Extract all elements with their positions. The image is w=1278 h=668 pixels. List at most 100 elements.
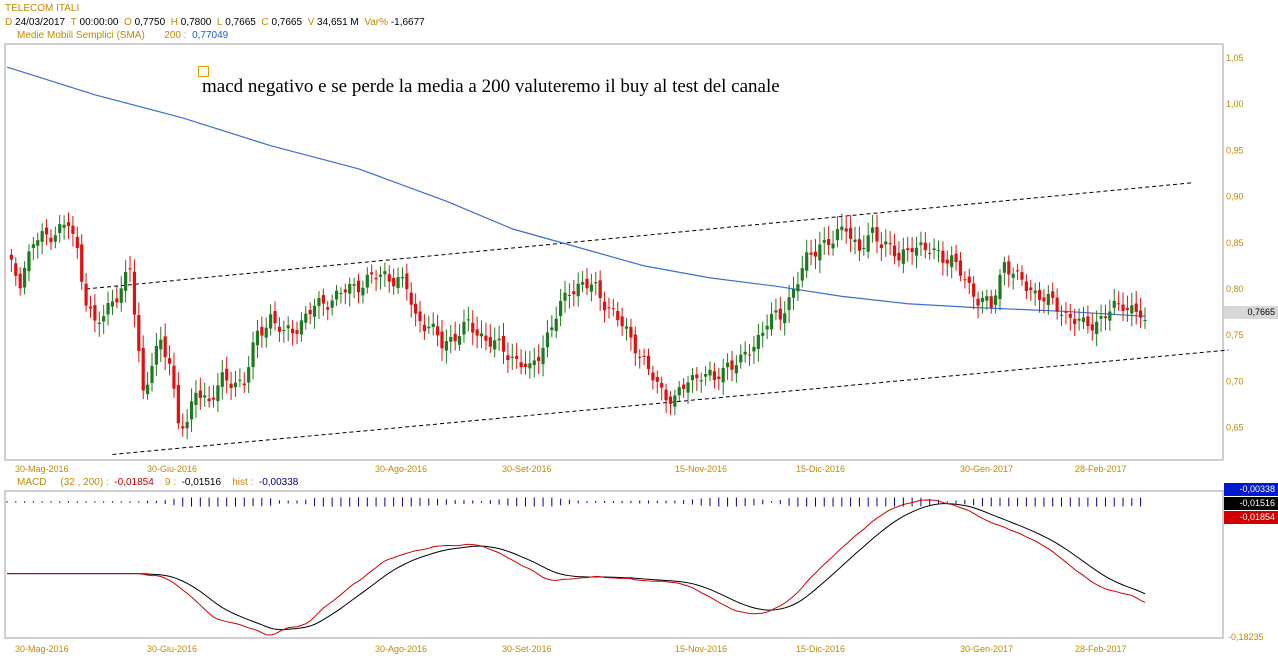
candle-body [207,398,211,402]
candle-body [339,292,343,295]
candle-body [884,241,888,245]
candle-body [765,325,769,330]
y-tick-label: 0,85 [1226,238,1244,248]
high-value: 0,7800 [180,17,212,28]
candle-body [159,339,163,350]
candle-body [936,250,941,252]
candle-body [506,355,510,361]
candle-body [62,224,66,228]
candle-body [1011,273,1015,278]
candle-body [950,255,954,268]
macd-panel-frame [4,490,1224,639]
candle-body [18,273,22,289]
candle-body [374,277,378,280]
candle-body [906,248,910,251]
signal-period: 9 : [164,477,177,488]
candle-body [365,274,369,288]
candle-body [545,332,550,348]
low-value: 0,7665 [225,17,256,28]
candle-body [660,382,664,388]
annotation-marker[interactable] [198,66,209,77]
candle-body [154,345,158,365]
candle-body [941,250,945,263]
sma-period: 200 : [164,30,187,41]
candle-body [844,228,848,232]
candle-body [194,392,198,405]
macd-signal-line [7,503,1146,631]
candle-body [998,274,1002,300]
candle-body [225,368,229,381]
candle-body [972,283,976,297]
candle-body [743,351,747,355]
sma-value: 0,77049 [192,30,229,41]
candle-body [273,311,277,324]
candle-body [835,229,840,241]
macd-lines [7,499,1146,636]
candle-body [242,383,246,386]
candle-body [510,356,514,358]
candle-body [576,283,580,297]
candle-body [1095,321,1099,335]
high-label: H [170,17,178,28]
x-tick-label: 15-Dic-2016 [796,464,845,474]
candle-body [616,311,620,321]
close-label: C [261,17,269,28]
candle-body [172,365,176,389]
candle-body [862,248,866,250]
sma-name: Medie Mobili Semplici (SMA) [17,30,145,41]
candle-body [932,248,936,251]
candle-body [866,235,870,252]
candle-body [704,373,708,377]
candle-body [1033,290,1037,294]
candle-body [383,271,387,275]
candle-body [378,274,383,277]
candle-body [181,426,185,429]
candle-body [27,251,31,272]
x-tick-label: 28-Feb-2017 [1075,644,1127,654]
candle-body [308,309,312,315]
candle-body [1103,316,1108,319]
candle-body [747,354,752,356]
candle-body [602,301,607,311]
annotation-text[interactable]: macd negativo e se perde la media a 200 … [202,76,780,97]
candle-body [611,308,615,310]
candle-body [1121,304,1125,312]
date-label: D [5,17,13,28]
candle-body [229,383,233,388]
candle-body [695,374,699,379]
candle-body [238,379,242,381]
candle-body [220,372,224,387]
candle-body [106,303,110,315]
candle-body [71,225,75,234]
var-value: -1,6677 [390,17,425,28]
candle-body [1059,314,1064,316]
candle-body [405,273,409,290]
candle-body [594,282,598,284]
candle-body [980,297,985,302]
candle-body [875,227,879,242]
candle-body [93,305,97,321]
candle-body [1143,319,1147,322]
candle-body [84,283,88,306]
candle-body [778,308,782,320]
candle-body [725,362,730,368]
candle-body [892,245,897,257]
x-tick-label: 15-Dic-2016 [796,644,845,654]
candle-body [519,362,523,368]
candle-body [537,356,541,362]
candle-body [774,310,778,313]
candle-body [708,369,712,376]
candle-body [849,227,853,239]
candle-body [163,336,167,358]
candle-body [176,385,180,424]
candle-body [818,244,822,261]
candle-body [282,329,286,331]
sma-line [6,66,1146,317]
candle-body [31,244,35,248]
candle-body [827,239,831,246]
signal-badge: -0,01516 [1224,497,1278,510]
candle-body [251,342,255,368]
x-tick-label: 30-Set-2016 [502,464,552,474]
candle-body [255,330,260,346]
macd-legend: MACD (32 , 200) : -0,01854 9 : -0,01516 … [17,477,298,488]
